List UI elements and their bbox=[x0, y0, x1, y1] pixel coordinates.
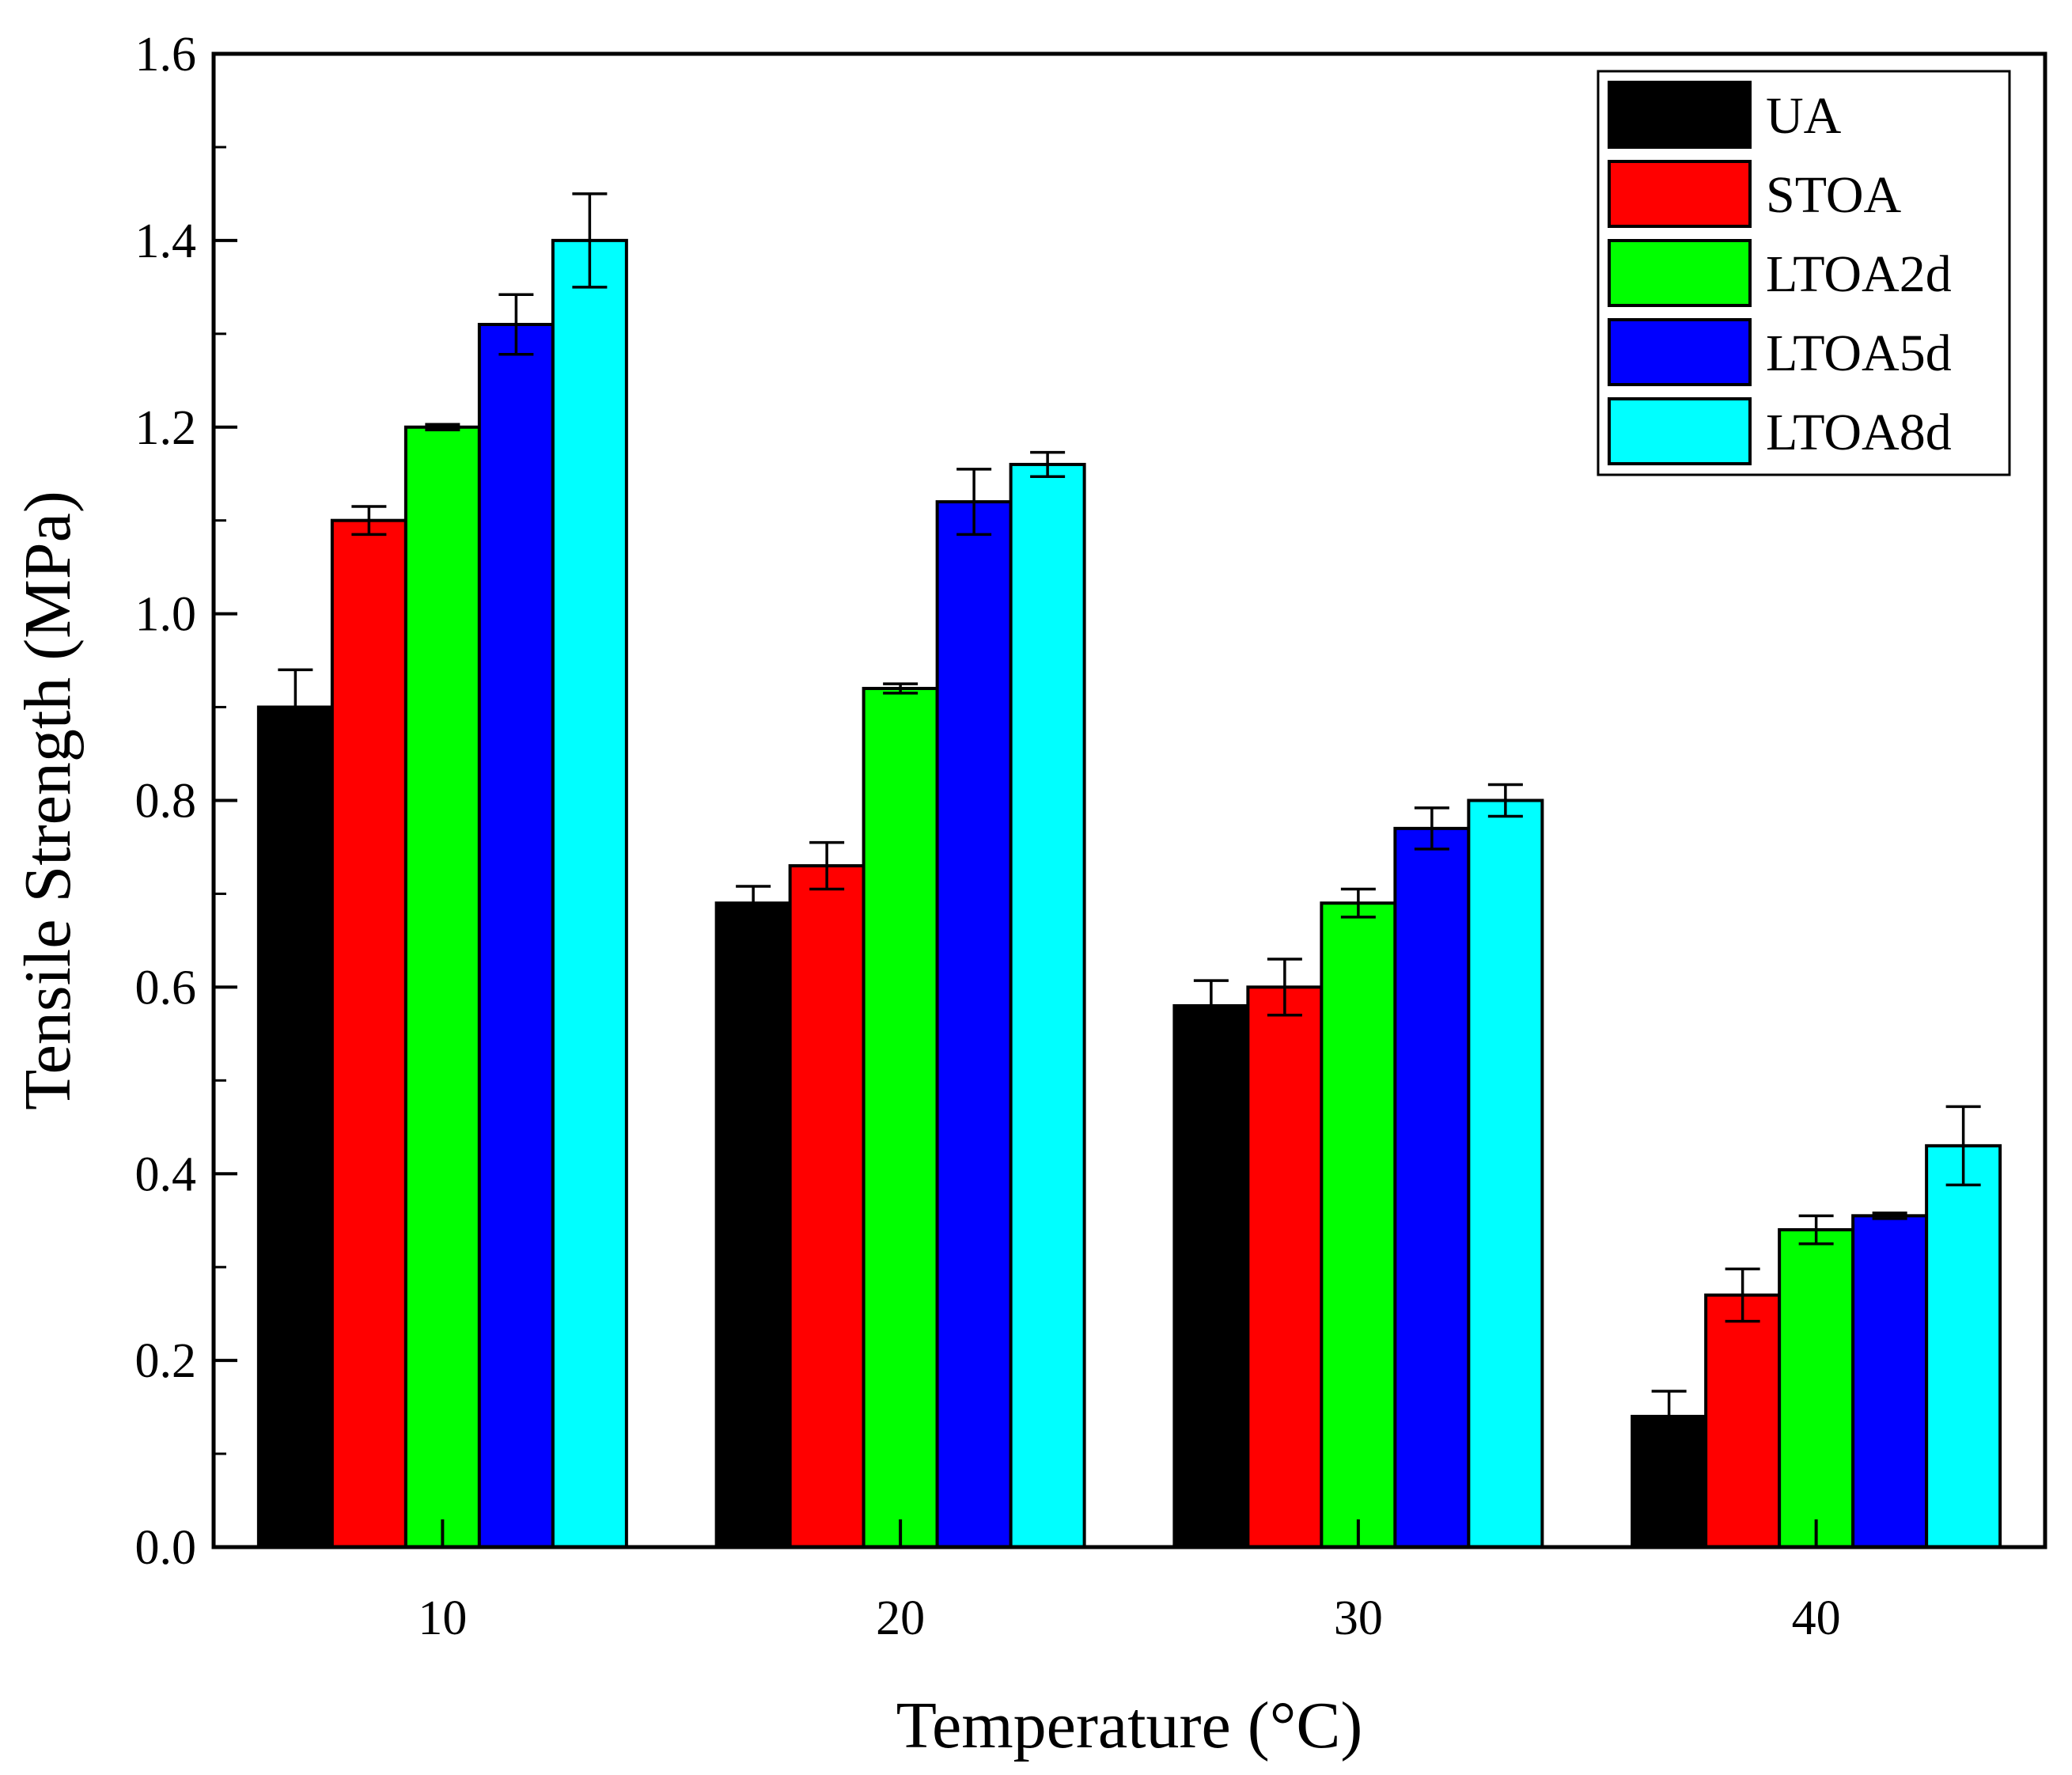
x-tick-label-20: 20 bbox=[876, 1591, 925, 1645]
legend-label-ltoa8d: LTOA8d bbox=[1766, 404, 1952, 461]
y-tick-label-1.4: 1.4 bbox=[135, 214, 197, 268]
bar-ltoa5d-40 bbox=[1851, 1214, 1929, 1549]
x-tick-label-30: 30 bbox=[1334, 1591, 1383, 1645]
error-bars-layer bbox=[278, 192, 1981, 1443]
bar-stoa-40 bbox=[1704, 1293, 1782, 1549]
bar-ltoa2d-30 bbox=[1320, 901, 1397, 1549]
x-tick-label-40: 40 bbox=[1792, 1591, 1841, 1645]
y-tick-label-0.0: 0.0 bbox=[135, 1521, 197, 1575]
bar-stoa-30 bbox=[1246, 985, 1324, 1549]
bar-stoa-20 bbox=[788, 864, 866, 1549]
bar-ltoa5d-30 bbox=[1393, 826, 1471, 1549]
y-tick-label-0.8: 0.8 bbox=[135, 775, 197, 829]
y-tick-label-0.4: 0.4 bbox=[135, 1147, 197, 1201]
y-tick-label-1.0: 1.0 bbox=[135, 588, 197, 642]
bar-stoa-10 bbox=[330, 518, 407, 1549]
legend-label-ltoa5d: LTOA5d bbox=[1766, 324, 1952, 382]
legend-label-ltoa2d: LTOA2d bbox=[1766, 245, 1952, 303]
legend-swatch-ltoa5d bbox=[1608, 318, 1752, 386]
y-axis-title: Tensile Strength (MPa) bbox=[11, 491, 85, 1110]
bar-ltoa5d-10 bbox=[477, 323, 555, 1549]
bar-ltoa8d-20 bbox=[1009, 462, 1086, 1549]
legend: UA STOA LTOA2d LTOA5d LTOA8d bbox=[1597, 70, 2011, 476]
x-tick-label-10: 10 bbox=[418, 1591, 467, 1645]
bar-ua-20 bbox=[714, 901, 792, 1549]
y-tick-label-1.6: 1.6 bbox=[135, 28, 197, 82]
legend-label-ua: UA bbox=[1766, 87, 1842, 145]
bar-ltoa2d-40 bbox=[1778, 1228, 1855, 1549]
bar-ua-30 bbox=[1172, 1003, 1250, 1549]
bar-ltoa8d-40 bbox=[1925, 1144, 2002, 1549]
legend-swatch-ua bbox=[1608, 81, 1752, 149]
bar-ltoa2d-20 bbox=[862, 686, 939, 1549]
legend-swatch-ltoa2d bbox=[1608, 239, 1752, 307]
y-tick-label-1.2: 1.2 bbox=[135, 401, 197, 455]
bar-ltoa8d-10 bbox=[551, 238, 628, 1549]
bar-ltoa2d-10 bbox=[403, 425, 481, 1549]
y-tick-label-0.2: 0.2 bbox=[135, 1334, 197, 1388]
x-axis-title: Temperature (°C) bbox=[896, 1689, 1363, 1762]
bar-ltoa8d-30 bbox=[1467, 798, 1544, 1549]
bar-ua-10 bbox=[256, 705, 334, 1549]
axes-layer: 10 20 30 40 0.0 0.2 0.4 0.6 0.8 1.0 1.2 1.4 1.6 bbox=[135, 28, 1841, 1645]
legend-swatch-ltoa8d bbox=[1608, 397, 1752, 465]
legend-swatch-stoa bbox=[1608, 160, 1752, 228]
legend-label-stoa: STOA bbox=[1766, 166, 1901, 224]
y-tick-label-0.6: 0.6 bbox=[135, 961, 197, 1015]
bar-ltoa5d-20 bbox=[935, 500, 1013, 1549]
